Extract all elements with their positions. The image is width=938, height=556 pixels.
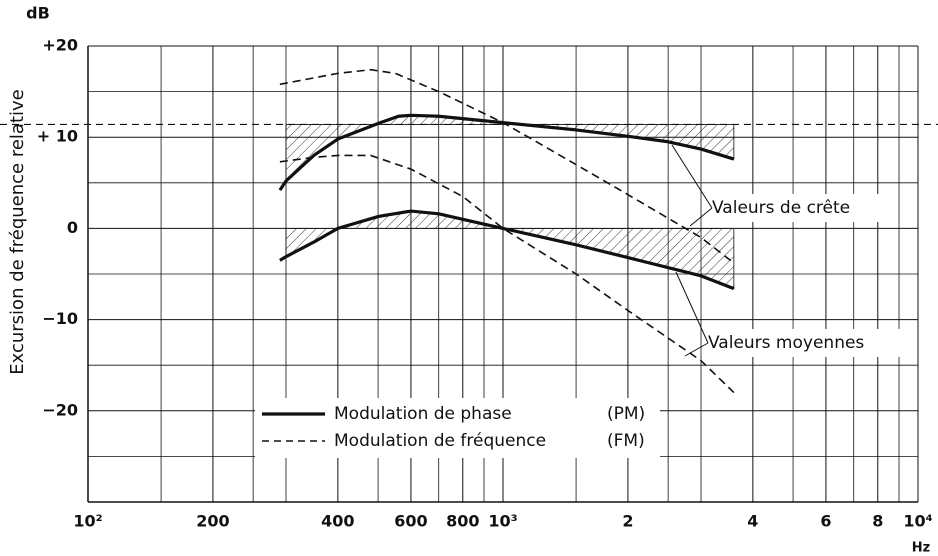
line-series (279, 154, 735, 394)
legend-label: Modulation de phase (334, 404, 512, 424)
annotation: Valeurs moyennes (708, 333, 864, 353)
line-series (279, 209, 735, 291)
x-tick-label: 8 (872, 512, 883, 531)
x-tick-label: 600 (394, 512, 427, 531)
leader-line (684, 342, 709, 357)
y-tick-label: −20 (42, 400, 78, 419)
line-series (279, 68, 735, 264)
annotation-box (704, 329, 914, 357)
annotation-box (708, 194, 896, 222)
leader-line (671, 144, 713, 209)
legend: Modulation de phase (PM) Modulation de f… (255, 398, 660, 458)
y-unit: dB (26, 4, 50, 23)
y-tick-label: −10 (42, 309, 78, 328)
y-tick-label: +20 (42, 36, 78, 55)
legend-box (255, 398, 660, 458)
y-axis-label: Excursion de fréquence relative (7, 89, 28, 374)
line-series (278, 113, 735, 191)
legend-abbr: (PM) (607, 404, 645, 424)
y-tick-label: 0 (67, 218, 78, 237)
legend-label: Modulation de fréquence (334, 431, 546, 451)
hatch-area (285, 114, 735, 182)
x-tick-label: 10² (73, 512, 102, 531)
x-unit: Hz (912, 541, 930, 556)
annotation: Valeurs de crête (712, 198, 850, 218)
leader-line (675, 271, 709, 344)
x-tick-label: 800 (446, 512, 479, 531)
legend-abbr: (FM) (607, 431, 645, 451)
x-tick-label: 10³ (488, 512, 517, 531)
x-tick-label: 4 (747, 512, 758, 531)
plot (0, 46, 938, 503)
x-tick-label: 10⁴ (903, 512, 932, 531)
x-tick-label: 400 (321, 512, 354, 531)
x-tick-label: 2 (622, 512, 633, 531)
annotations: Valeurs de crête Valeurs moyennes (671, 144, 914, 357)
x-tick-label: 6 (820, 512, 831, 531)
leader-line (689, 207, 713, 227)
y-tick-label: + 10 (37, 127, 78, 146)
x-tick-label: 200 (196, 512, 229, 531)
grid: 10² 200 400 600 800 10³ 2 4 6 8 10⁴ +20 + 10 0 −10 −20 (37, 36, 933, 531)
